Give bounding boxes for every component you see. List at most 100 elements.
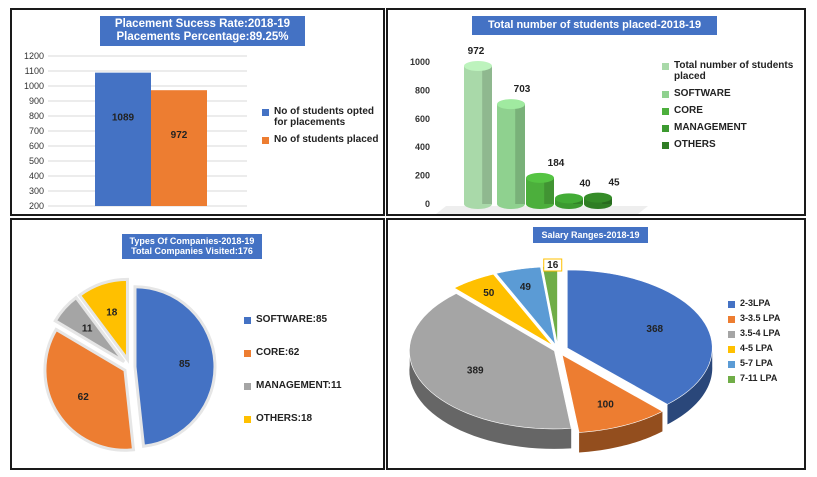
legend-label: 4-5 LPA xyxy=(740,343,773,353)
legend-label: 3-3.5 LPA xyxy=(740,313,781,323)
legend-label: Total number of students placed xyxy=(674,60,794,82)
cylinder-top xyxy=(526,172,554,183)
pie-slice xyxy=(453,273,553,346)
legend-item: 4-5 LPA xyxy=(728,343,806,353)
y-tick-label: 600 xyxy=(415,114,430,124)
legend-swatch xyxy=(728,316,735,323)
slice-value-label: 389 xyxy=(467,365,484,376)
cylinder-shade xyxy=(515,104,525,204)
cylinder-bar xyxy=(464,60,492,209)
label-box xyxy=(543,258,563,272)
cylinder-shade xyxy=(482,65,492,204)
legend-item: No of students placed xyxy=(262,134,382,145)
legend-label: CORE xyxy=(674,105,703,116)
pie-slice xyxy=(561,354,664,433)
slice-value-label: 368 xyxy=(646,324,663,335)
pie-slice-side xyxy=(409,345,572,449)
legend-label: MANAGEMENT:11 xyxy=(256,380,342,391)
pie-slice xyxy=(566,269,713,405)
legend-item: OTHERS:18 xyxy=(244,413,384,424)
y-tick-label: 1200 xyxy=(24,51,44,61)
cylinder-bar xyxy=(497,99,525,209)
cylinder-top xyxy=(555,193,583,204)
bar-value-label: 1089 xyxy=(112,113,135,124)
placement-subtitle: Placements Percentage:89.25% xyxy=(116,31,289,44)
companies-legend: SOFTWARE:85 CORE:62 MANAGEMENT:11 OTHERS:18 xyxy=(244,314,384,446)
pie-slice xyxy=(409,293,572,430)
y-tick-label: 400 xyxy=(415,142,430,152)
bar-value-label: 703 xyxy=(514,84,531,95)
legend-item: MANAGEMENT:11 xyxy=(244,380,384,391)
legend-swatch xyxy=(662,91,669,98)
legend-swatch xyxy=(244,383,251,390)
y-tick-label: 0 xyxy=(425,199,430,209)
companies-title: Types Of Companies-2018-19 xyxy=(129,236,255,246)
bar xyxy=(95,72,151,207)
legend-label: 2-3LPA xyxy=(740,298,771,308)
legend-swatch xyxy=(244,317,251,324)
legend-label: SOFTWARE:85 xyxy=(256,314,328,325)
y-tick-label: 200 xyxy=(415,171,430,181)
pie-slice xyxy=(133,285,217,448)
salary-legend: 2-3LPA 3-3.5 LPA 3.5-4 LPA 4-5 LPA 5-7 LPA 7-… xyxy=(728,298,806,388)
salary-3d-pie-chart: 368 100 389 50 49 16 xyxy=(409,258,713,453)
companies-subtitle: Total Companies Visited:176 xyxy=(131,246,253,257)
pie-slice xyxy=(53,295,126,363)
bar-value-label: 972 xyxy=(171,130,188,141)
legend-swatch xyxy=(728,376,735,383)
legend-label: 3.5-4 LPA xyxy=(740,328,781,338)
legend-item: No of students opted for placements xyxy=(262,106,382,128)
y-tick-label: 300 xyxy=(29,186,44,196)
salary-panel: Salary Ranges-2018-19 368 100 389 50 49 16 2-… xyxy=(386,218,806,470)
pie-slice xyxy=(43,327,136,452)
legend-swatch xyxy=(662,108,669,115)
placement-title-box: Placement Sucess Rate:2018-19 Placements… xyxy=(100,16,305,47)
legend-label: MANAGEMENT xyxy=(674,122,747,133)
legend-swatch xyxy=(662,63,669,70)
slice-value-label: 16 xyxy=(547,260,559,271)
placed-title: Total number of students placed-2018-19 xyxy=(487,19,702,31)
legend-swatch xyxy=(662,142,669,149)
legend-swatch xyxy=(262,137,269,144)
cylinder-top xyxy=(464,60,492,71)
legend-label: No of students opted for placements xyxy=(274,106,374,128)
legend-item: SOFTWARE xyxy=(662,88,802,99)
legend-label: SOFTWARE xyxy=(674,88,731,99)
slice-value-label: 62 xyxy=(78,392,90,403)
bar-value-label: 184 xyxy=(548,158,565,169)
companies-title-box: Types Of Companies-2018-19 Total Compani… xyxy=(122,234,262,259)
slice-value-label: 49 xyxy=(520,282,532,293)
pie-slice-side xyxy=(667,346,713,425)
legend-item: 2-3LPA xyxy=(728,298,806,308)
legend-swatch xyxy=(244,350,251,357)
legend-label: CORE:62 xyxy=(256,347,300,358)
cylinder-bar xyxy=(584,192,612,209)
salary-title-box: Salary Ranges-2018-19 xyxy=(533,227,648,244)
cylinder-shade xyxy=(544,177,554,204)
bar-value-label: 40 xyxy=(579,178,591,189)
companies-pie-chart: 85 62 11 18 xyxy=(43,277,217,452)
legend-item: Total number of students placed xyxy=(662,60,802,82)
legend-item: OTHERS xyxy=(662,139,802,150)
legend-swatch xyxy=(728,301,735,308)
y-tick-label: 800 xyxy=(29,111,44,121)
legend-label: 5-7 LPA xyxy=(740,358,773,368)
y-tick-label: 1000 xyxy=(24,81,44,91)
legend-item: 7-11 LPA xyxy=(728,373,806,383)
pie-slice xyxy=(77,277,129,364)
placed-legend: Total number of students placed SOFTWARE C… xyxy=(662,60,802,156)
legend-label: 7-11 LPA xyxy=(740,373,778,383)
y-tick-label: 200 xyxy=(29,201,44,210)
legend-item: 3.5-4 LPA xyxy=(728,328,806,338)
legend-item: SOFTWARE:85 xyxy=(244,314,384,325)
y-tick-label: 800 xyxy=(415,85,430,95)
legend-swatch xyxy=(262,109,269,116)
legend-item: 5-7 LPA xyxy=(728,358,806,368)
cylinder-bar xyxy=(526,172,554,209)
legend-swatch xyxy=(728,346,735,353)
y-tick-label: 700 xyxy=(29,126,44,136)
y-tick-label: 400 xyxy=(29,171,44,181)
slice-value-label: 11 xyxy=(82,324,93,335)
legend-item: CORE xyxy=(662,105,802,116)
companies-panel: Types Of Companies-2018-19 Total Compani… xyxy=(10,218,385,470)
